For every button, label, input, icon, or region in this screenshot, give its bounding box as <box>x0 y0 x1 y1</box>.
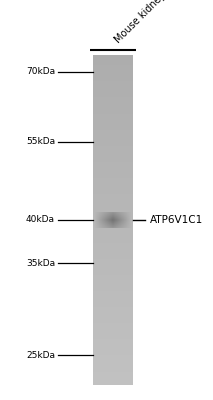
Text: 70kDa: 70kDa <box>26 68 55 76</box>
Text: ATP6V1C1: ATP6V1C1 <box>150 215 203 225</box>
Text: Mouse kidney: Mouse kidney <box>113 0 168 45</box>
Text: 40kDa: 40kDa <box>26 216 55 224</box>
Text: 25kDa: 25kDa <box>26 350 55 360</box>
Text: 55kDa: 55kDa <box>26 138 55 146</box>
Text: 35kDa: 35kDa <box>26 258 55 268</box>
